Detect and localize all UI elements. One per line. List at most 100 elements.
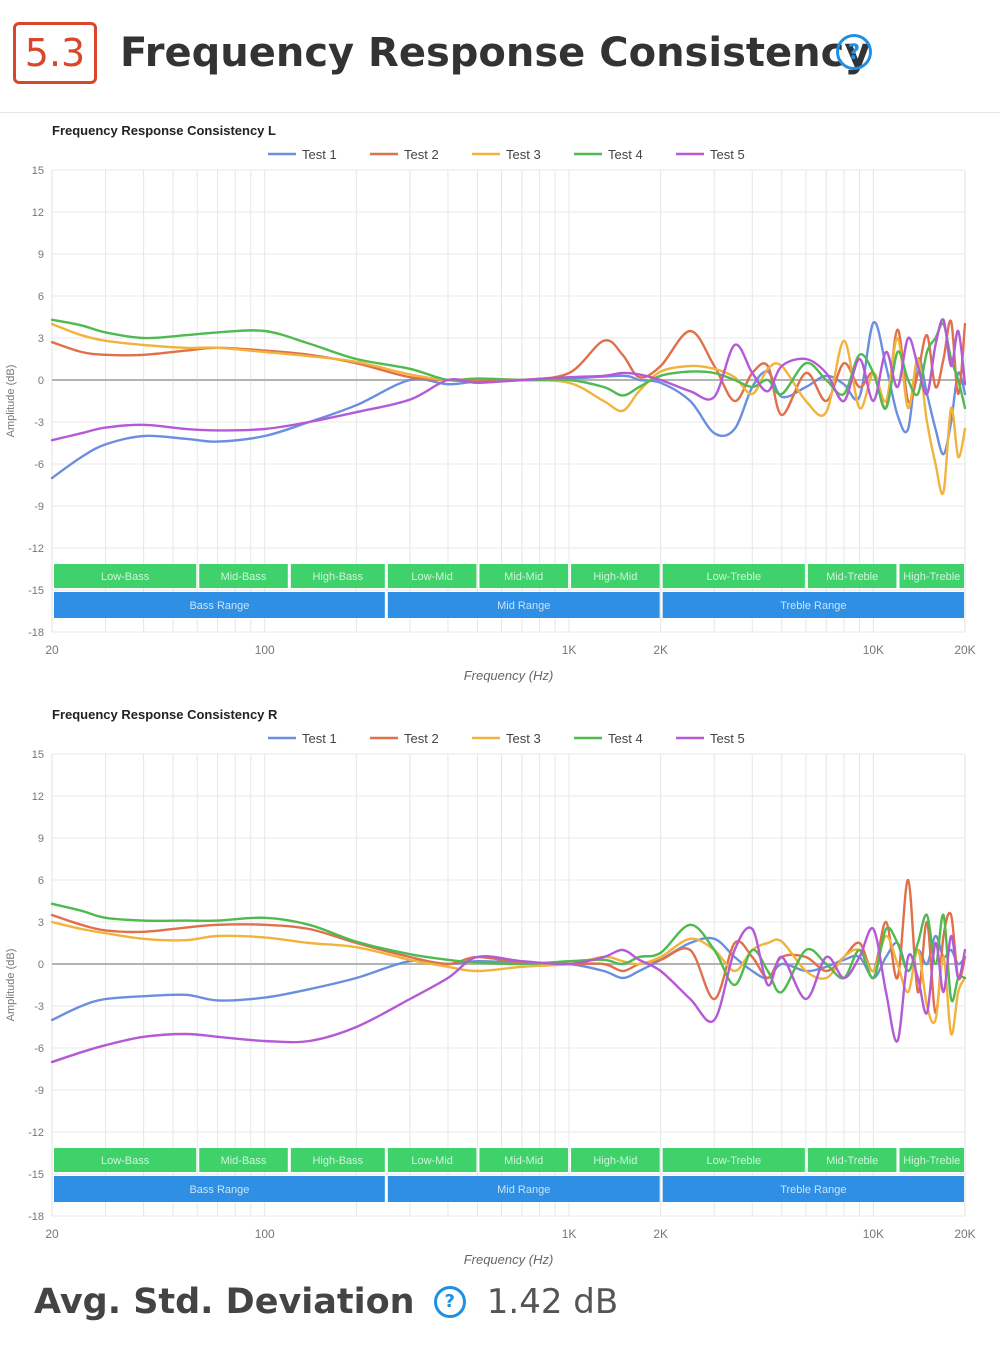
- band-treble-range: Treble Range: [662, 592, 964, 618]
- band-rect: [387, 592, 660, 618]
- std-deviation-row: Avg. Std. Deviation ? 1.42 dB: [34, 1282, 618, 1342]
- x-tick-label: 10K: [863, 643, 884, 657]
- y-tick-label: 3: [38, 917, 44, 929]
- band-rect: [571, 564, 660, 588]
- band-rect: [199, 564, 288, 588]
- band-bass-range: Bass Range: [54, 592, 385, 618]
- y-axis-label: Amplitude (dB): [5, 365, 17, 438]
- y-tick-label: -3: [34, 417, 44, 429]
- plot-area: [51, 169, 966, 633]
- series-line-test-5: [50, 318, 967, 442]
- y-tick-label: -9: [34, 1085, 44, 1097]
- band-label: Mid-Bass: [221, 571, 267, 583]
- legend-item-test-2: Test 2: [370, 147, 439, 162]
- band-mid-bass: Mid-Bass: [199, 1148, 288, 1172]
- series-line-test-5: [50, 926, 967, 1064]
- x-tick-label: 10K: [863, 1227, 884, 1241]
- y-tick-label: -18: [28, 1211, 44, 1223]
- band-rect: [54, 1148, 197, 1172]
- y-tick-label: 0: [38, 959, 44, 971]
- chart-svg: Frequency Response Consistency R Test 1 Te…: [5, 707, 976, 1267]
- band-high-mid: High-Mid: [571, 1148, 660, 1172]
- y-tick-label: -12: [28, 1127, 44, 1139]
- band-label: High-Treble: [903, 571, 960, 583]
- legend-item-test-4: Test 4: [574, 147, 643, 162]
- help-icon[interactable]: ?: [836, 34, 872, 70]
- band-high-bass: High-Bass: [290, 564, 385, 588]
- y-tick-label: 3: [38, 333, 44, 345]
- band-high-mid: High-Mid: [571, 564, 660, 588]
- chart-left: Frequency Response Consistency L Test 1 Te…: [0, 114, 1000, 694]
- band-label: High-Bass: [312, 1155, 363, 1167]
- band-label: High-Mid: [593, 571, 637, 583]
- band-high-treble: High-Treble: [899, 1148, 964, 1172]
- band-label: Mid-Treble: [826, 571, 878, 583]
- band-mid-mid: Mid-Mid: [479, 1148, 569, 1172]
- std-deviation-label: Avg. Std. Deviation: [34, 1282, 415, 1322]
- band-label: Mid-Mid: [504, 571, 543, 583]
- band-low-bass: Low-Bass: [54, 1148, 197, 1172]
- legend-label: Test 3: [506, 147, 541, 162]
- x-tick-label: 20K: [954, 1227, 975, 1241]
- y-tick-label: 9: [38, 833, 44, 845]
- y-tick-label: 6: [38, 291, 44, 303]
- band-rect: [479, 564, 569, 588]
- legend-item-test-5: Test 5: [676, 731, 745, 746]
- std-deviation-value: 1.42 dB: [486, 1282, 619, 1322]
- y-tick-label: -6: [34, 1043, 44, 1055]
- band-low-treble: Low-Treble: [662, 1148, 805, 1172]
- band-label: Mid-Mid: [504, 1155, 543, 1167]
- band-label: Low-Mid: [411, 1155, 453, 1167]
- band-label: Treble Range: [780, 1184, 846, 1196]
- chart-title: Frequency Response Consistency R: [52, 707, 278, 722]
- y-tick-label: 12: [32, 207, 44, 219]
- band-rect: [54, 1176, 385, 1202]
- band-mid-mid: Mid-Mid: [479, 564, 569, 588]
- x-tick-label: 2K: [653, 1227, 668, 1241]
- band-rect: [290, 564, 385, 588]
- y-tick-label: 9: [38, 249, 44, 261]
- x-tick-label: 1K: [562, 1227, 577, 1241]
- legend-item-test-3: Test 3: [472, 731, 541, 746]
- y-tick-label: -9: [34, 501, 44, 513]
- band-rect: [479, 1148, 569, 1172]
- x-tick-label: 1K: [562, 643, 577, 657]
- legend-label: Test 2: [404, 147, 439, 162]
- series-line-test-2: [50, 878, 967, 1015]
- y-tick-label: -18: [28, 627, 44, 639]
- legend-item-test-2: Test 2: [370, 731, 439, 746]
- band-rect: [387, 1148, 477, 1172]
- legend-label: Test 1: [302, 147, 337, 162]
- x-tick-label: 20: [45, 643, 59, 657]
- x-tick-label: 100: [255, 1227, 275, 1241]
- band-label: High-Bass: [312, 571, 363, 583]
- band-mid-treble: Mid-Treble: [807, 1148, 897, 1172]
- legend-item-test-1: Test 1: [268, 147, 337, 162]
- band-rect: [662, 592, 964, 618]
- band-label: Low-Bass: [101, 1155, 150, 1167]
- y-tick-label: 12: [32, 791, 44, 803]
- band-rect: [290, 1148, 385, 1172]
- x-tick-label: 20K: [954, 643, 975, 657]
- y-tick-label: 0: [38, 375, 44, 387]
- band-rect: [899, 1148, 964, 1172]
- band-label: Mid-Bass: [221, 1155, 267, 1167]
- band-label: Treble Range: [780, 600, 846, 612]
- band-label: Low-Bass: [101, 571, 150, 583]
- band-rect: [899, 564, 964, 588]
- band-label: Bass Range: [189, 600, 249, 612]
- band-label: High-Mid: [593, 1155, 637, 1167]
- series-line-test-4: [50, 902, 967, 1003]
- series-line-test-4: [50, 318, 967, 410]
- band-label: Mid-Treble: [826, 1155, 878, 1167]
- band-rect: [571, 1148, 660, 1172]
- band-label: Low-Treble: [706, 571, 761, 583]
- x-tick-label: 20: [45, 1227, 59, 1241]
- section-title: Frequency Response Consistency: [120, 30, 871, 76]
- band-low-treble: Low-Treble: [662, 564, 805, 588]
- legend-label: Test 5: [710, 147, 745, 162]
- help-icon[interactable]: ?: [433, 1286, 466, 1318]
- band-label: Mid Range: [497, 1184, 550, 1196]
- legend-label: Test 5: [710, 731, 745, 746]
- legend-item-test-1: Test 1: [268, 731, 337, 746]
